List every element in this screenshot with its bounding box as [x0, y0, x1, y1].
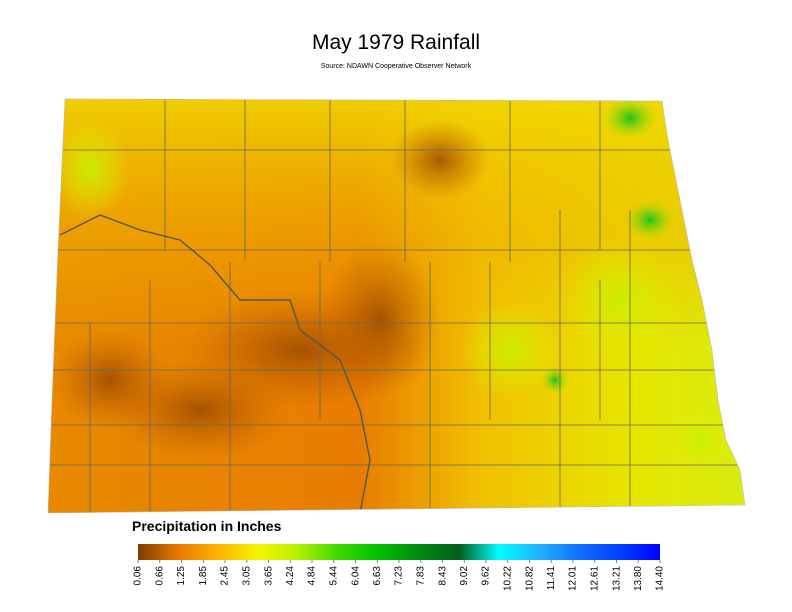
colorbar-tick-label: 6.04	[350, 566, 361, 586]
colorbar-tick-label: 10.82	[524, 566, 535, 591]
colorbar-tick-label: 10.22	[502, 566, 513, 591]
colorbar-tick-label: 6.63	[372, 566, 383, 586]
colorbar-tick-label: 3.65	[263, 566, 274, 586]
colorbar-tick-label: 9.62	[481, 566, 492, 586]
colorbar-tick-label: 3.05	[241, 566, 252, 586]
colorbar-tick-label: 0.66	[154, 566, 165, 586]
colorbar-tick-label: 5.44	[328, 566, 339, 586]
colorbar-tick-label: 13.21	[611, 566, 622, 591]
map-title: May 1979 Rainfall	[312, 31, 480, 54]
colorbar-tick-label: 13.80	[633, 566, 644, 591]
colorbar	[138, 544, 660, 560]
legend: 0.06 0.66 1.25 1.85 2.45 3.05 3.65 4.24 4.84 5.44…	[133, 544, 666, 591]
colorbar-tick-label: 7.83	[415, 566, 426, 586]
colorbar-tick-label: 2.45	[220, 566, 231, 586]
colorbar-tick-label: 0.06	[133, 566, 144, 586]
colorbar-tick-label: 1.85	[198, 566, 209, 586]
legend-title: Precipitation in Inches	[132, 518, 282, 534]
state-map	[48, 99, 745, 513]
colorbar-tick-label: 4.84	[307, 566, 318, 586]
colorbar-tick-label: 11.41	[546, 566, 557, 591]
colorbar-tick-label: 14.40	[655, 566, 666, 591]
state-outline	[47, 98, 746, 514]
colorbar-tick-label: 7.23	[394, 566, 405, 586]
colorbar-tick-label: 1.25	[176, 566, 187, 586]
colorbar-tick-label: 8.43	[437, 566, 448, 586]
map-source: Source: NDAWN Cooperative Observer Netwo…	[321, 63, 472, 70]
colorbar-tick-label: 12.61	[589, 566, 600, 591]
colorbar-tick-label: 12.01	[568, 566, 579, 591]
colorbar-tick-label: 9.02	[459, 566, 470, 586]
colorbar-tick-label: 4.24	[285, 566, 296, 586]
